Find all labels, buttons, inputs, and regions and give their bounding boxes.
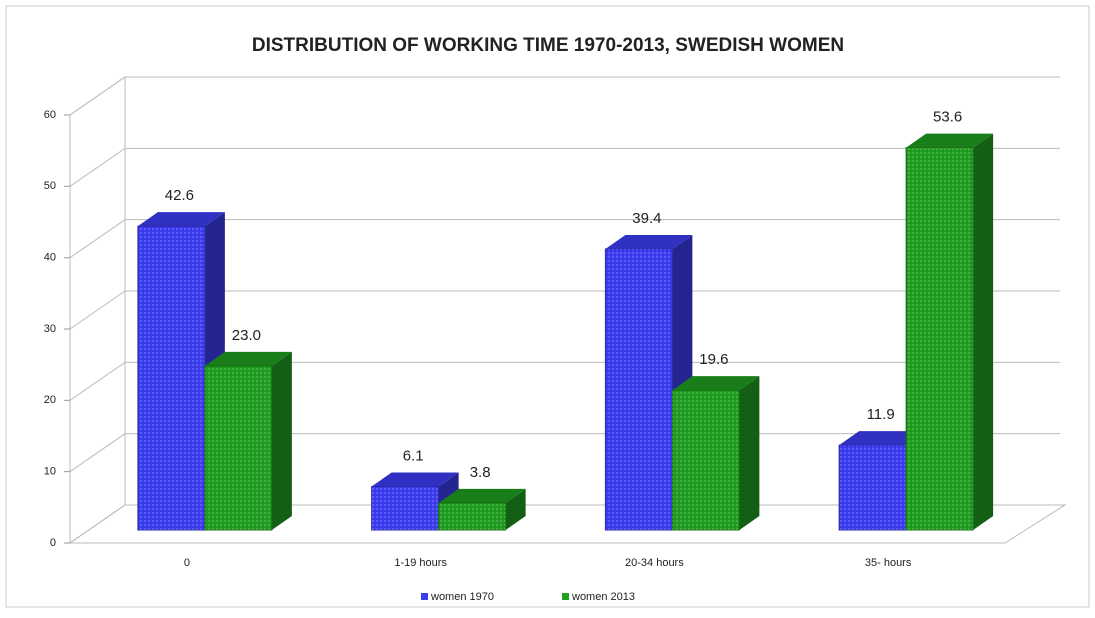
- bar-top: [137, 212, 225, 227]
- value-label: 53.6: [933, 109, 962, 126]
- legend-swatch: [562, 593, 569, 600]
- bar-top: [672, 376, 760, 391]
- bar-top: [371, 472, 459, 487]
- bar-top: [605, 234, 693, 249]
- bar-texture: [438, 502, 506, 530]
- legend-label: women 1970: [430, 591, 494, 603]
- value-label: 19.6: [699, 351, 728, 368]
- bar-texture: [672, 390, 740, 530]
- value-label: 42.6: [165, 187, 194, 204]
- grid-line: [69, 361, 1060, 401]
- bar-top: [906, 133, 994, 148]
- bar-texture: [839, 445, 907, 530]
- bar-side: [505, 488, 526, 530]
- bar-side: [739, 376, 760, 530]
- legend-swatch: [421, 593, 428, 600]
- value-label: 23.0: [232, 327, 261, 344]
- bar-top: [204, 351, 292, 366]
- y-tick-label: 50: [44, 180, 56, 192]
- y-tick-label: 0: [50, 537, 56, 549]
- y-tick-label: 10: [44, 466, 56, 478]
- bar-texture: [371, 486, 439, 530]
- x-tick-label: 1-19 hours: [394, 557, 447, 569]
- y-tick-label: 60: [44, 109, 56, 121]
- grid-line: [69, 290, 1060, 330]
- value-label: 6.1: [403, 447, 424, 464]
- bar-texture: [137, 226, 205, 530]
- legend-label: women 2013: [571, 591, 635, 603]
- grid-line: [69, 147, 1060, 187]
- x-tick-label: 20-34 hours: [625, 557, 684, 569]
- value-label: 11.9: [867, 406, 895, 423]
- y-tick-label: 20: [44, 394, 56, 406]
- y-tick-label: 30: [44, 323, 56, 335]
- bar-top: [839, 431, 927, 446]
- grid-line: [69, 219, 1060, 259]
- bar-side: [973, 133, 994, 531]
- bar-texture: [605, 248, 673, 531]
- bar-side: [271, 351, 292, 530]
- bar-texture: [906, 147, 974, 531]
- value-label: 39.4: [632, 210, 661, 227]
- grid-line: [69, 76, 1060, 116]
- bar-top: [438, 488, 526, 503]
- chart-title: DISTRIBUTION OF WORKING TIME 1970-2013, …: [252, 35, 844, 56]
- x-tick-label: 35- hours: [865, 557, 912, 569]
- bar-texture: [204, 365, 272, 530]
- value-label: 3.8: [470, 464, 491, 481]
- x-tick-label: 0: [184, 557, 190, 569]
- y-tick-label: 40: [44, 252, 56, 264]
